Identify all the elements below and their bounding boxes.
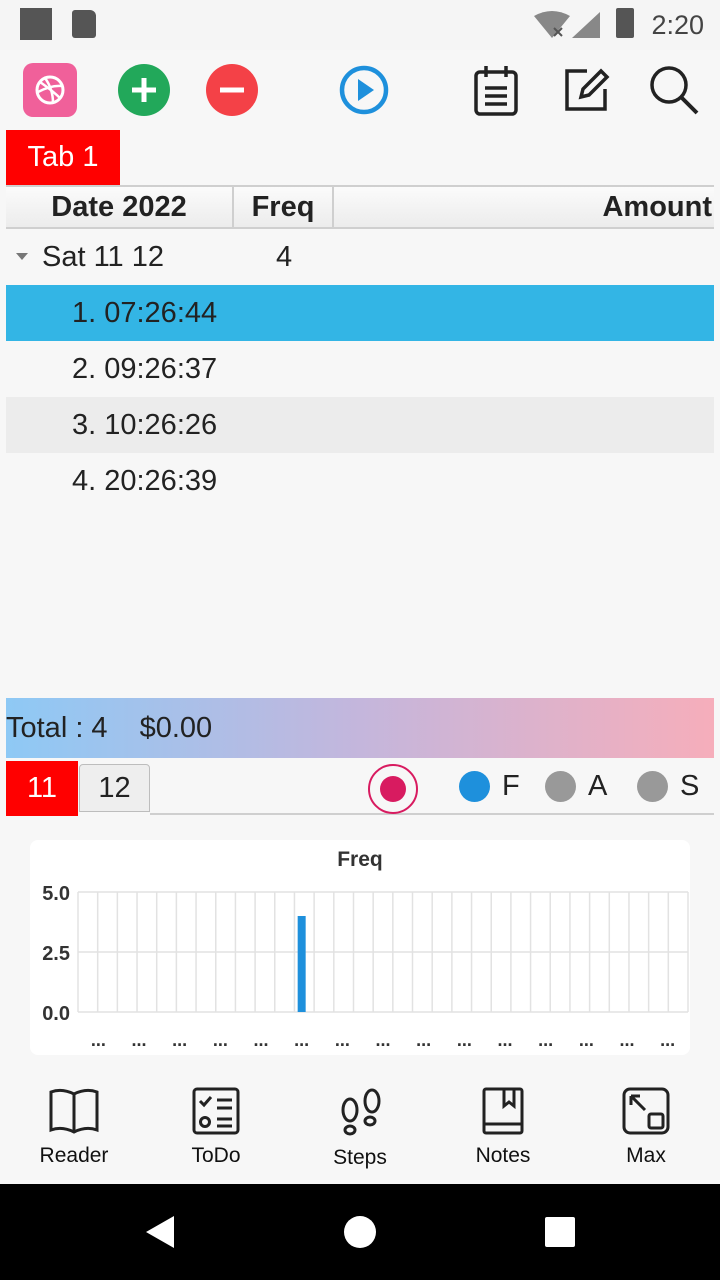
x-tick-label: ... [253,1030,268,1050]
clock: 2:20 [651,10,704,40]
status-bar: 2:20 [0,0,720,50]
legend-dot-icon [545,771,576,802]
chart-bar [297,916,306,1012]
x-tick-label: ... [538,1030,553,1050]
x-tick-label: ... [213,1030,228,1050]
legend-label: S [680,770,700,802]
table-row[interactable]: 4. 20:26:39 [72,464,218,497]
header-date[interactable]: Date 2022 [6,187,234,227]
x-tick-label: ... [619,1030,634,1050]
group-freq: 4 [276,240,293,273]
chart-title: Freq [337,848,383,871]
dribbble-button[interactable] [22,62,78,118]
x-tick-label: ... [457,1030,472,1050]
notification-square-icon [20,8,52,40]
nav-max[interactable]: Max [586,1086,706,1168]
x-tick-label: ... [416,1030,431,1050]
x-tick-label: ... [660,1030,675,1050]
play-button[interactable] [336,62,392,118]
nav-label: Steps [333,1146,387,1169]
x-tick-label: ... [375,1030,390,1050]
remove-button[interactable] [204,62,260,118]
edit-button[interactable] [558,62,614,118]
toolbar [0,56,720,124]
add-button[interactable] [116,62,172,118]
x-tick-label: ... [579,1030,594,1050]
freq-chart: Freq 5.0 2.5 0.0...........................… [30,840,690,1055]
nav-label: Max [626,1144,666,1167]
x-tick-label: ... [335,1030,350,1050]
search-icon [650,66,699,115]
expand-caret-icon[interactable] [16,253,28,260]
nav-steps[interactable]: Steps [300,1086,420,1170]
x-tick-label: ... [91,1030,106,1050]
nav-notes[interactable]: Notes [443,1086,563,1168]
chart-svg: Freq 5.0 2.5 0.0...........................… [42,848,689,1050]
wifi-off-icon [534,11,600,38]
header-amount[interactable]: Amount [602,190,712,223]
nav-label: Notes [475,1144,531,1167]
header-freq[interactable]: Freq [234,187,334,227]
x-tick-label: ... [497,1030,512,1050]
remove-icon [206,64,258,116]
total-bar: Total : 4 $0.00 [6,698,714,758]
search-button[interactable] [646,62,702,118]
recents-icon[interactable] [544,1216,576,1248]
list-icon [474,66,518,116]
month-tab-active[interactable]: 11 [6,761,78,816]
x-tick-label: ... [294,1030,309,1050]
legend-f[interactable]: F [459,770,520,803]
system-nav-bar [0,1184,720,1280]
total-count: Total : 4 [6,711,108,744]
dribbble-icon [23,63,77,117]
add-icon [118,64,170,116]
table-header: Date 2022 Freq Amount [6,187,714,229]
legend-a[interactable]: A [545,770,607,803]
table-row[interactable]: 2. 09:26:37 [72,352,218,385]
back-icon[interactable] [142,1214,178,1250]
footsteps-icon [341,1088,381,1136]
checklist-icon [192,1087,240,1135]
nav-label: Reader [39,1144,109,1167]
legend-label: A [588,770,608,802]
battery-charging-icon [616,8,634,38]
table-row[interactable]: 3. 10:26:26 [6,397,714,453]
y-tick-label: 5.0 [42,883,70,905]
edit-icon [565,68,610,111]
nav-label: ToDo [191,1144,241,1167]
bookmark-book-icon [482,1087,524,1135]
legend-s[interactable]: S [637,770,699,803]
bottom-nav: Reader ToDo Steps Notes Max [0,1080,720,1184]
month-tab-inactive[interactable]: 12 [79,764,150,812]
records-table: Date 2022 Freq Amount Sat 11 12 4 1. 07:… [6,185,714,698]
legend-label: F [502,770,520,802]
sd-card-icon [72,10,96,38]
maximize-icon [622,1087,670,1135]
x-tick-label: ... [131,1030,146,1050]
y-tick-label: 0.0 [42,1003,70,1025]
record-button[interactable] [368,764,418,814]
list-button[interactable] [468,62,524,118]
nav-todo[interactable]: ToDo [156,1086,276,1168]
group-date: Sat 11 12 [42,240,165,273]
play-icon [339,65,389,115]
record-icon [380,776,406,802]
group-row[interactable]: Sat 11 12 4 [6,229,714,285]
table-row[interactable]: 1. 07:26:44 [6,285,714,341]
y-tick-label: 2.5 [42,943,70,965]
total-amount: $0.00 [139,711,213,744]
tab-divider [150,813,714,815]
book-icon [49,1088,99,1134]
tab-1[interactable]: Tab 1 [6,130,120,185]
legend-dot-icon [637,771,668,802]
x-tick-label: ... [172,1030,187,1050]
nav-reader[interactable]: Reader [14,1086,134,1168]
legend-dot-icon [459,771,490,802]
home-icon[interactable] [343,1215,377,1249]
